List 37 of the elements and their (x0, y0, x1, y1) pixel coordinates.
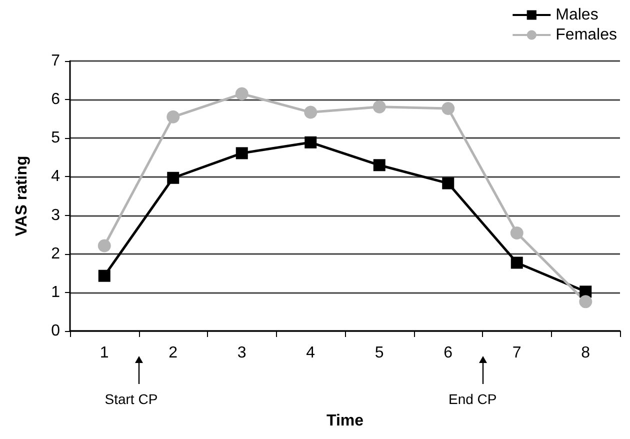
x-tick-label: 8 (581, 344, 590, 362)
point (442, 102, 455, 115)
y-tick-label: 4 (51, 168, 60, 186)
point (236, 147, 248, 160)
point (442, 177, 454, 190)
point (167, 172, 180, 184)
y-tick-label: 3 (51, 206, 60, 224)
x-tick-label: 6 (444, 344, 453, 362)
x-tick-label: 4 (306, 344, 316, 362)
x-axis-title: Time (326, 412, 364, 430)
x-tick-label: 5 (374, 344, 384, 362)
y-tick-label: 7 (51, 52, 60, 70)
y-tick-label: 0 (51, 322, 60, 340)
point (304, 136, 317, 148)
point (304, 106, 318, 119)
x-tick-label: 7 (512, 344, 522, 362)
point (579, 295, 592, 308)
legend-label: Females (556, 26, 618, 44)
y-tick-label: 6 (51, 91, 60, 108)
point (510, 256, 523, 269)
point (98, 239, 111, 252)
x-tick-label: 1 (100, 344, 109, 362)
point (510, 226, 524, 240)
point (235, 87, 248, 100)
y-tick-label: 1 (51, 284, 60, 301)
text: Start CP (104, 391, 158, 407)
point (373, 159, 386, 172)
text: End CP (448, 391, 497, 407)
y-axis-title: VAS rating (14, 156, 30, 236)
point (98, 270, 110, 282)
point (372, 100, 386, 114)
legend-label: Males (556, 6, 598, 24)
y-tick-label: 2 (51, 245, 60, 262)
x-tick-label: 3 (237, 344, 246, 362)
x-tick-label: 2 (168, 344, 178, 362)
point (166, 110, 180, 124)
y-tick-label: 5 (51, 130, 60, 147)
